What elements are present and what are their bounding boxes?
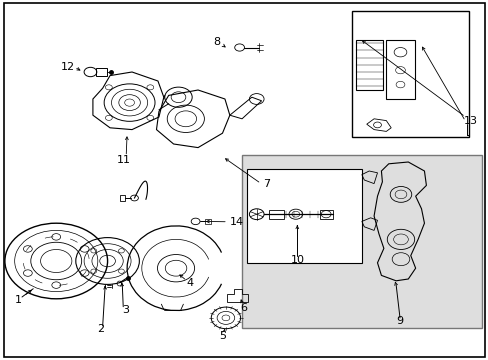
Bar <box>320 210 332 219</box>
Text: 4: 4 <box>186 278 193 288</box>
Text: 5: 5 <box>219 331 225 341</box>
Text: 1: 1 <box>15 294 22 305</box>
Text: 13: 13 <box>463 116 476 126</box>
Bar <box>268 210 283 219</box>
Text: 6: 6 <box>240 303 246 313</box>
Text: 12: 12 <box>61 62 74 72</box>
Text: 14: 14 <box>229 217 244 227</box>
Bar <box>351 11 468 137</box>
Bar <box>246 169 361 263</box>
Bar <box>120 195 125 201</box>
Bar <box>96 68 107 76</box>
Text: 3: 3 <box>122 305 129 315</box>
Text: 9: 9 <box>396 316 403 327</box>
Text: 7: 7 <box>263 179 270 189</box>
Text: 8: 8 <box>213 37 220 47</box>
Text: 2: 2 <box>97 324 103 334</box>
Bar <box>242 155 481 328</box>
Bar <box>386 40 414 99</box>
Text: 11: 11 <box>117 155 130 165</box>
Text: 10: 10 <box>291 255 305 265</box>
Bar <box>205 219 211 224</box>
Bar <box>355 40 382 90</box>
